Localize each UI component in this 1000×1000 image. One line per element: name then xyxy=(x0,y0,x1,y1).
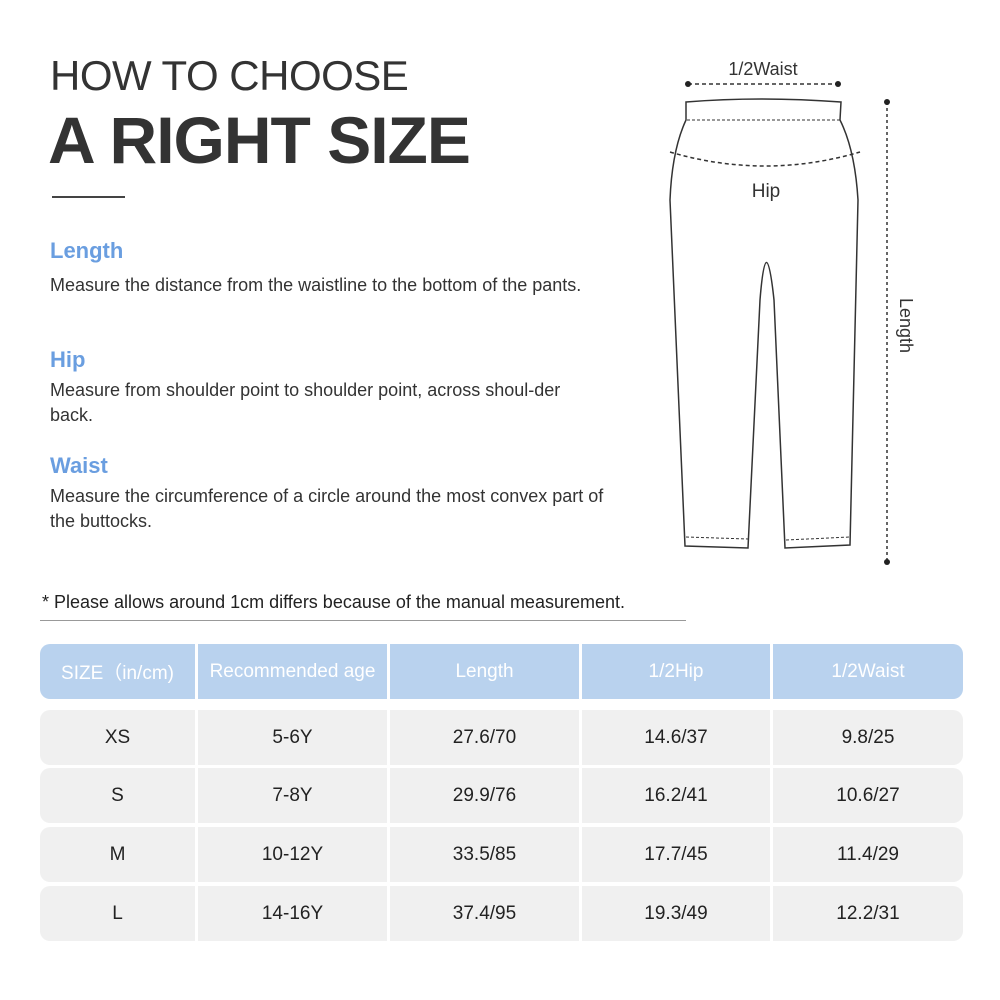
cell-waist: 9.8/25 xyxy=(773,710,963,765)
waist-label: 1/2Waist xyxy=(728,59,797,79)
cell-length: 29.9/76 xyxy=(390,768,579,823)
note-underline xyxy=(40,620,686,621)
cell-length: 27.6/70 xyxy=(390,710,579,765)
cell-waist: 12.2/31 xyxy=(773,886,963,941)
cell-size: S xyxy=(40,768,195,823)
cell-size: L xyxy=(40,886,195,941)
pants-outline xyxy=(669,98,859,549)
header-length: Length xyxy=(390,644,579,699)
cell-age: 7-8Y xyxy=(198,768,387,823)
header-age: Recommended age xyxy=(198,644,387,699)
length-heading: Length xyxy=(50,238,124,263)
title-divider xyxy=(52,196,125,198)
hip-heading: Hip xyxy=(50,347,86,372)
length-label: Length xyxy=(896,298,916,353)
pants-diagram: 1/2Waist Hip Length xyxy=(669,59,916,565)
cell-hip: 16.2/41 xyxy=(582,768,770,823)
cell-age: 14-16Y xyxy=(198,886,387,941)
cell-waist: 11.4/29 xyxy=(773,827,963,882)
cell-age: 5-6Y xyxy=(198,710,387,765)
table-row: M 10-12Y 33.5/85 17.7/45 11.4/29 xyxy=(40,827,963,882)
cell-length: 33.5/85 xyxy=(390,827,579,882)
cell-age: 10-12Y xyxy=(198,827,387,882)
header-size: SIZE（in/cm) xyxy=(40,644,195,699)
cell-size: M xyxy=(40,827,195,882)
table-header: SIZE（in/cm) Recommended age Length 1/2Hi… xyxy=(40,644,963,699)
waist-text: Measure the circumference of a circle ar… xyxy=(50,486,604,531)
length-text: Measure the distance from the waistline … xyxy=(50,275,582,295)
cell-waist: 10.6/27 xyxy=(773,768,963,823)
waist-heading: Waist xyxy=(50,453,108,478)
measurement-note: * Please allows around 1cm differs becau… xyxy=(42,592,625,612)
cell-hip: 17.7/45 xyxy=(582,827,770,882)
cell-size: XS xyxy=(40,710,195,765)
cell-hip: 14.6/37 xyxy=(582,710,770,765)
cell-length: 37.4/95 xyxy=(390,886,579,941)
hip-text: Measure from shoulder point to shoulder … xyxy=(50,380,561,425)
title-line-1: HOW TO CHOOSE xyxy=(50,52,409,99)
hip-label: Hip xyxy=(752,181,781,202)
title-line-2: A RIGHT SIZE xyxy=(48,103,471,177)
table-row: L 14-16Y 37.4/95 19.3/49 12.2/31 xyxy=(40,886,963,941)
header-waist: 1/2Waist xyxy=(773,644,963,699)
cell-hip: 19.3/49 xyxy=(582,886,770,941)
table-row: XS 5-6Y 27.6/70 14.6/37 9.8/25 xyxy=(40,710,963,765)
header-hip: 1/2Hip xyxy=(582,644,770,699)
table-row: S 7-8Y 29.9/76 16.2/41 10.6/27 xyxy=(40,768,963,823)
